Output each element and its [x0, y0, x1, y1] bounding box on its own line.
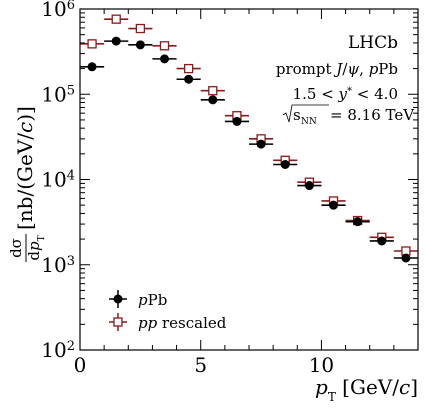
- legend-marker-ppb: [109, 290, 127, 308]
- rapidity-range-label: 1.5 < y* < 4.0: [293, 85, 398, 103]
- pp-rescaled-data-point: [200, 86, 225, 96]
- ppb-data-point: [224, 116, 249, 126]
- legend-label-ppb: pPb: [138, 291, 167, 309]
- pp-rescaled-data-point: [128, 23, 153, 34]
- ppb-data-point: [393, 253, 418, 263]
- ppb-data-point: [321, 200, 346, 210]
- energy-label: s NN = 8.16 TeV: [282, 104, 415, 127]
- svg-text:dpT: dpT: [25, 235, 47, 260]
- pp-rescaled-data-point: [80, 39, 105, 49]
- y-tick-label: 104: [41, 168, 75, 192]
- pp-rescaled-data-point: [152, 41, 177, 51]
- svg-text:dσ: dσ: [7, 238, 25, 258]
- svg-text:NN: NN: [301, 117, 317, 127]
- ppb-data-point: [369, 236, 394, 246]
- y-axis-title: dσ dpT [nb/(GeV/c)]: [7, 106, 47, 262]
- ppb-data-point: [297, 181, 322, 191]
- ppb-data-point: [104, 36, 129, 46]
- x-tick-label: 5: [194, 353, 207, 377]
- ppb-data-point: [152, 54, 177, 64]
- y-tick-label: 103: [41, 253, 75, 277]
- ppb-data-point: [128, 40, 153, 50]
- data-markers-layer: [80, 14, 418, 263]
- legend-marker-pp-rescaled: [109, 313, 127, 331]
- svg-text:= 8.16 TeV: = 8.16 TeV: [330, 106, 415, 124]
- pp-rescaled-data-point: [176, 63, 201, 74]
- x-axis-title: pT [GeV/c]: [315, 375, 418, 404]
- y-axis-ticks: 102 103 104 105 106: [41, 0, 418, 362]
- x-axis-ticks: 0 5 10: [74, 9, 419, 377]
- pp-rescaled-data-point: [104, 14, 129, 24]
- x-tick-label: 10: [309, 353, 334, 377]
- ppb-data-point: [80, 62, 105, 72]
- legend-label-pp-rescaled: pp rescaled: [138, 314, 227, 332]
- y-tick-label: 106: [41, 0, 75, 21]
- y-tick-label: 105: [41, 82, 75, 106]
- svg-text:[nb/(GeV/c)]: [nb/(GeV/c)]: [13, 106, 37, 230]
- ppb-data-point: [249, 139, 274, 149]
- svg-text:s: s: [293, 106, 301, 124]
- legend: pPb pp rescaled: [109, 290, 227, 332]
- process-label: prompt J/ψ, pPb: [276, 60, 398, 78]
- experiment-label: LHCb: [348, 33, 398, 53]
- ppb-data-point: [176, 74, 201, 84]
- y-tick-label: 102: [41, 338, 75, 362]
- ppb-data-point: [273, 159, 298, 169]
- x-tick-label: 0: [74, 353, 87, 377]
- ppb-data-point: [200, 95, 225, 105]
- ppb-data-point: [345, 217, 370, 227]
